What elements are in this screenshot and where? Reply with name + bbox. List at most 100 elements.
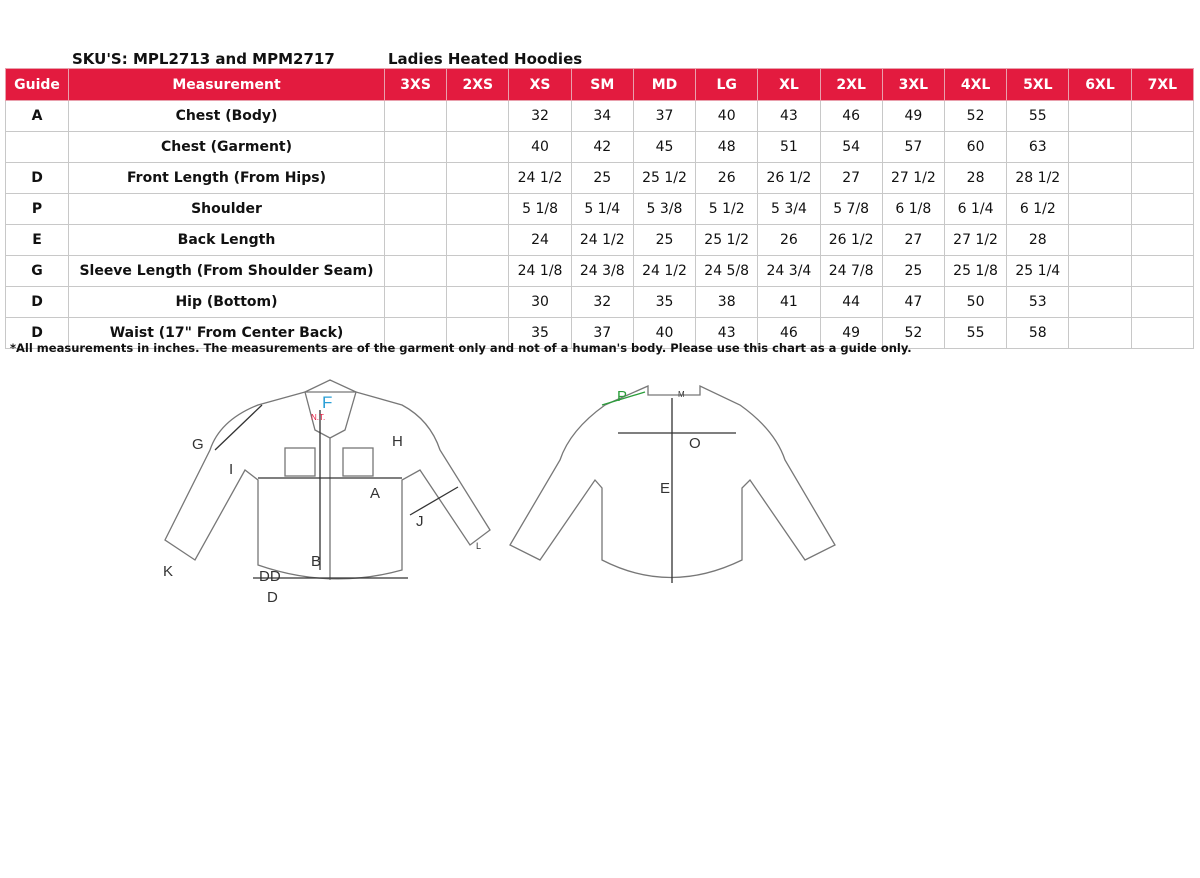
table-cell: 5 1/8: [508, 193, 572, 225]
table-cell: Sleeve Length (From Shoulder Seam): [68, 255, 385, 287]
table-cell: 28 1/2: [1006, 162, 1070, 194]
table-cell: G: [5, 255, 69, 287]
diagram-label: L: [476, 541, 481, 551]
title: Ladies Heated Hoodies: [388, 50, 583, 68]
table-cell: [1068, 162, 1132, 194]
table-row: D Front Length (From Hips) 24 1/2 25 25 1/2 2…: [5, 162, 1195, 194]
table-cell: 38: [695, 286, 759, 318]
table-cell: 47: [881, 286, 945, 318]
table-cell: [383, 224, 448, 256]
table-cell: 5 1/4: [570, 193, 634, 225]
diagram-label: I: [229, 461, 233, 478]
table-cell: E: [5, 224, 69, 256]
diagram-label: K: [163, 563, 173, 580]
column-header: Measurement: [68, 68, 385, 101]
column-header: 3XS: [383, 68, 448, 101]
table-cell: 5 7/8: [819, 193, 883, 225]
column-header: 5XL: [1006, 68, 1070, 101]
table-cell: [1130, 100, 1195, 132]
table-cell: [1068, 255, 1132, 287]
diagram-label: D: [267, 589, 278, 606]
diagram-label: G: [192, 436, 204, 453]
table-cell: [5, 131, 69, 163]
table-cell: [383, 255, 448, 287]
table-cell: [1130, 193, 1195, 225]
table-cell: Shoulder: [68, 193, 385, 225]
column-header: LG: [695, 68, 759, 101]
table-cell: 24 7/8: [819, 255, 883, 287]
table-cell: 32: [508, 100, 572, 132]
column-header: 6XL: [1068, 68, 1132, 101]
table-cell: 35: [632, 286, 697, 318]
table-cell: [446, 286, 510, 318]
table-cell: 25: [632, 224, 697, 256]
table-row: G Sleeve Length (From Shoulder Seam) 24 1/…: [5, 255, 1195, 287]
table-cell: 26: [695, 162, 759, 194]
table-cell: Chest (Body): [68, 100, 385, 132]
table-cell: 25: [881, 255, 945, 287]
front-shirt: [164, 379, 491, 580]
table-cell: 27: [881, 224, 945, 256]
table-cell: 26: [757, 224, 821, 256]
table-cell: 25 1/2: [632, 162, 697, 194]
sku: SKU'S: MPL2713 and MPM2717: [72, 50, 335, 68]
table-cell: D: [5, 317, 69, 349]
table-cell: 41: [757, 286, 821, 318]
table-cell: 27 1/2: [943, 224, 1008, 256]
table-cell: 49: [819, 317, 883, 349]
table-row: P Shoulder 5 1/8 5 1/4 5 3/8 5 1/2 5 3/4 5 7/8 6…: [5, 193, 1195, 225]
table-cell: 5 1/2: [695, 193, 759, 225]
table-cell: 53: [1006, 286, 1070, 318]
column-header: 4XL: [943, 68, 1008, 101]
table-cell: [446, 255, 510, 287]
table-cell: [446, 317, 510, 349]
table-cell: 57: [881, 131, 945, 163]
table-cell: [1130, 162, 1195, 194]
table-cell: 40: [632, 317, 697, 349]
diagram-label: P: [617, 388, 627, 405]
column-header: XS: [508, 68, 572, 101]
table-cell: 54: [819, 131, 883, 163]
diagram-label: N.T.: [311, 413, 325, 422]
column-header: 2XL: [819, 68, 883, 101]
table-cell: 5 3/8: [632, 193, 697, 225]
table-cell: 24 3/4: [757, 255, 821, 287]
table-cell: 37: [570, 317, 634, 349]
diagram-label: O: [689, 435, 701, 452]
table-cell: 55: [1006, 100, 1070, 132]
table-cell: 45: [632, 131, 697, 163]
table-cell: 25 1/8: [943, 255, 1008, 287]
table-cell: [1130, 224, 1195, 256]
table-cell: [1130, 317, 1195, 349]
table-cell: [446, 131, 510, 163]
table-cell: 25: [570, 162, 634, 194]
table-cell: 24: [508, 224, 572, 256]
table-cell: 6 1/2: [1006, 193, 1070, 225]
table-cell: 28: [1006, 224, 1070, 256]
table-cell: [446, 224, 510, 256]
table-cell: D: [5, 162, 69, 194]
table-cell: [1068, 286, 1132, 318]
table-cell: 24 1/2: [508, 162, 572, 194]
table-cell: [1068, 100, 1132, 132]
table-cell: D: [5, 286, 69, 318]
table-cell: Hip (Bottom): [68, 286, 385, 318]
table-cell: 25 1/4: [1006, 255, 1070, 287]
table-cell: 44: [819, 286, 883, 318]
table-cell: [446, 193, 510, 225]
table-cell: 42: [570, 131, 634, 163]
column-header: SM: [570, 68, 634, 101]
table-cell: 40: [508, 131, 572, 163]
table-cell: 63: [1006, 131, 1070, 163]
table-cell: 28: [943, 162, 1008, 194]
table-cell: 49: [881, 100, 945, 132]
diagram-label: A: [370, 485, 380, 502]
table-cell: 24 3/8: [570, 255, 634, 287]
table-row: D Hip (Bottom) 30 32 35 38 41 44 47 50 53: [5, 286, 1195, 318]
table-cell: [383, 286, 448, 318]
table-row: A Chest (Body) 32 34 37 40 43 46 49 52 55: [5, 100, 1195, 132]
table-cell: 26 1/2: [819, 224, 883, 256]
table-cell: 52: [881, 317, 945, 349]
